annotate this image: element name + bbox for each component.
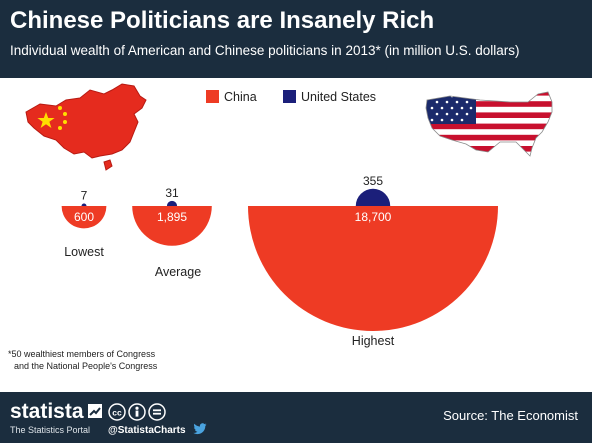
china-value-label-lowest: 600 — [74, 210, 94, 224]
footnote-line-2: and the National People's Congress — [14, 361, 158, 371]
attribution-icon — [128, 403, 146, 421]
statista-logo-icon — [88, 404, 102, 418]
legend-swatch-united-states — [283, 90, 296, 103]
source-credit[interactable]: Source: The Economist — [443, 408, 578, 423]
footnote-line-1: *50 wealthiest members of Congress — [8, 349, 156, 359]
category-label-highest: Highest — [352, 334, 395, 348]
twitter-handle[interactable]: @StatistaCharts — [108, 425, 186, 436]
category-label-average: Average — [155, 265, 201, 279]
china-value-label-average: 1,895 — [157, 210, 187, 224]
brand-logo[interactable]: statista — [10, 400, 84, 423]
china-flag-map-icon — [25, 83, 147, 171]
us-semicircle-highest — [355, 188, 391, 206]
footer-band: statista The Statistics Portal cc @Stati… — [0, 392, 592, 443]
legend-label-united-states: United States — [301, 90, 376, 104]
us-value-label-lowest: 7 — [81, 189, 88, 203]
china-semicircle-lowest — [61, 206, 107, 229]
header-band: Chinese Politicians are Insanely Rich In… — [0, 0, 592, 78]
page-title: Chinese Politicians are Insanely Rich — [10, 7, 435, 34]
china-semicircle-highest — [248, 206, 498, 331]
chart-marks: 7 600 Lowest 31 1,895 Average 355 18,700 Highest — [61, 174, 498, 348]
creative-commons-icon: cc — [108, 403, 126, 421]
brand-tagline: The Statistics Portal — [10, 425, 91, 435]
license-icons: cc — [108, 403, 166, 421]
usa-flag-map-icon — [425, 91, 553, 157]
svg-text:cc: cc — [112, 408, 122, 418]
chart-area: China United States 7 600 Lowest 31 1,895 Ave… — [8, 83, 553, 371]
us-semicircle-average — [166, 200, 178, 206]
page-subtitle: Individual wealth of American and Chines… — [10, 43, 520, 58]
category-label-lowest: Lowest — [64, 245, 104, 259]
us-value-label-average: 31 — [165, 186, 179, 200]
us-semicircle-lowest — [81, 203, 87, 206]
legend-label-china: China — [224, 90, 257, 104]
china-value-label-highest: 18,700 — [355, 210, 392, 224]
legend: China United States — [206, 90, 376, 104]
legend-swatch-china — [206, 90, 219, 103]
us-value-label-highest: 355 — [363, 174, 383, 188]
china-semicircle-average — [132, 206, 212, 246]
legend-item-china: China — [206, 90, 257, 104]
legend-item-united-states: United States — [283, 90, 376, 104]
equals-icon — [148, 403, 166, 421]
twitter-icon[interactable] — [193, 423, 207, 435]
